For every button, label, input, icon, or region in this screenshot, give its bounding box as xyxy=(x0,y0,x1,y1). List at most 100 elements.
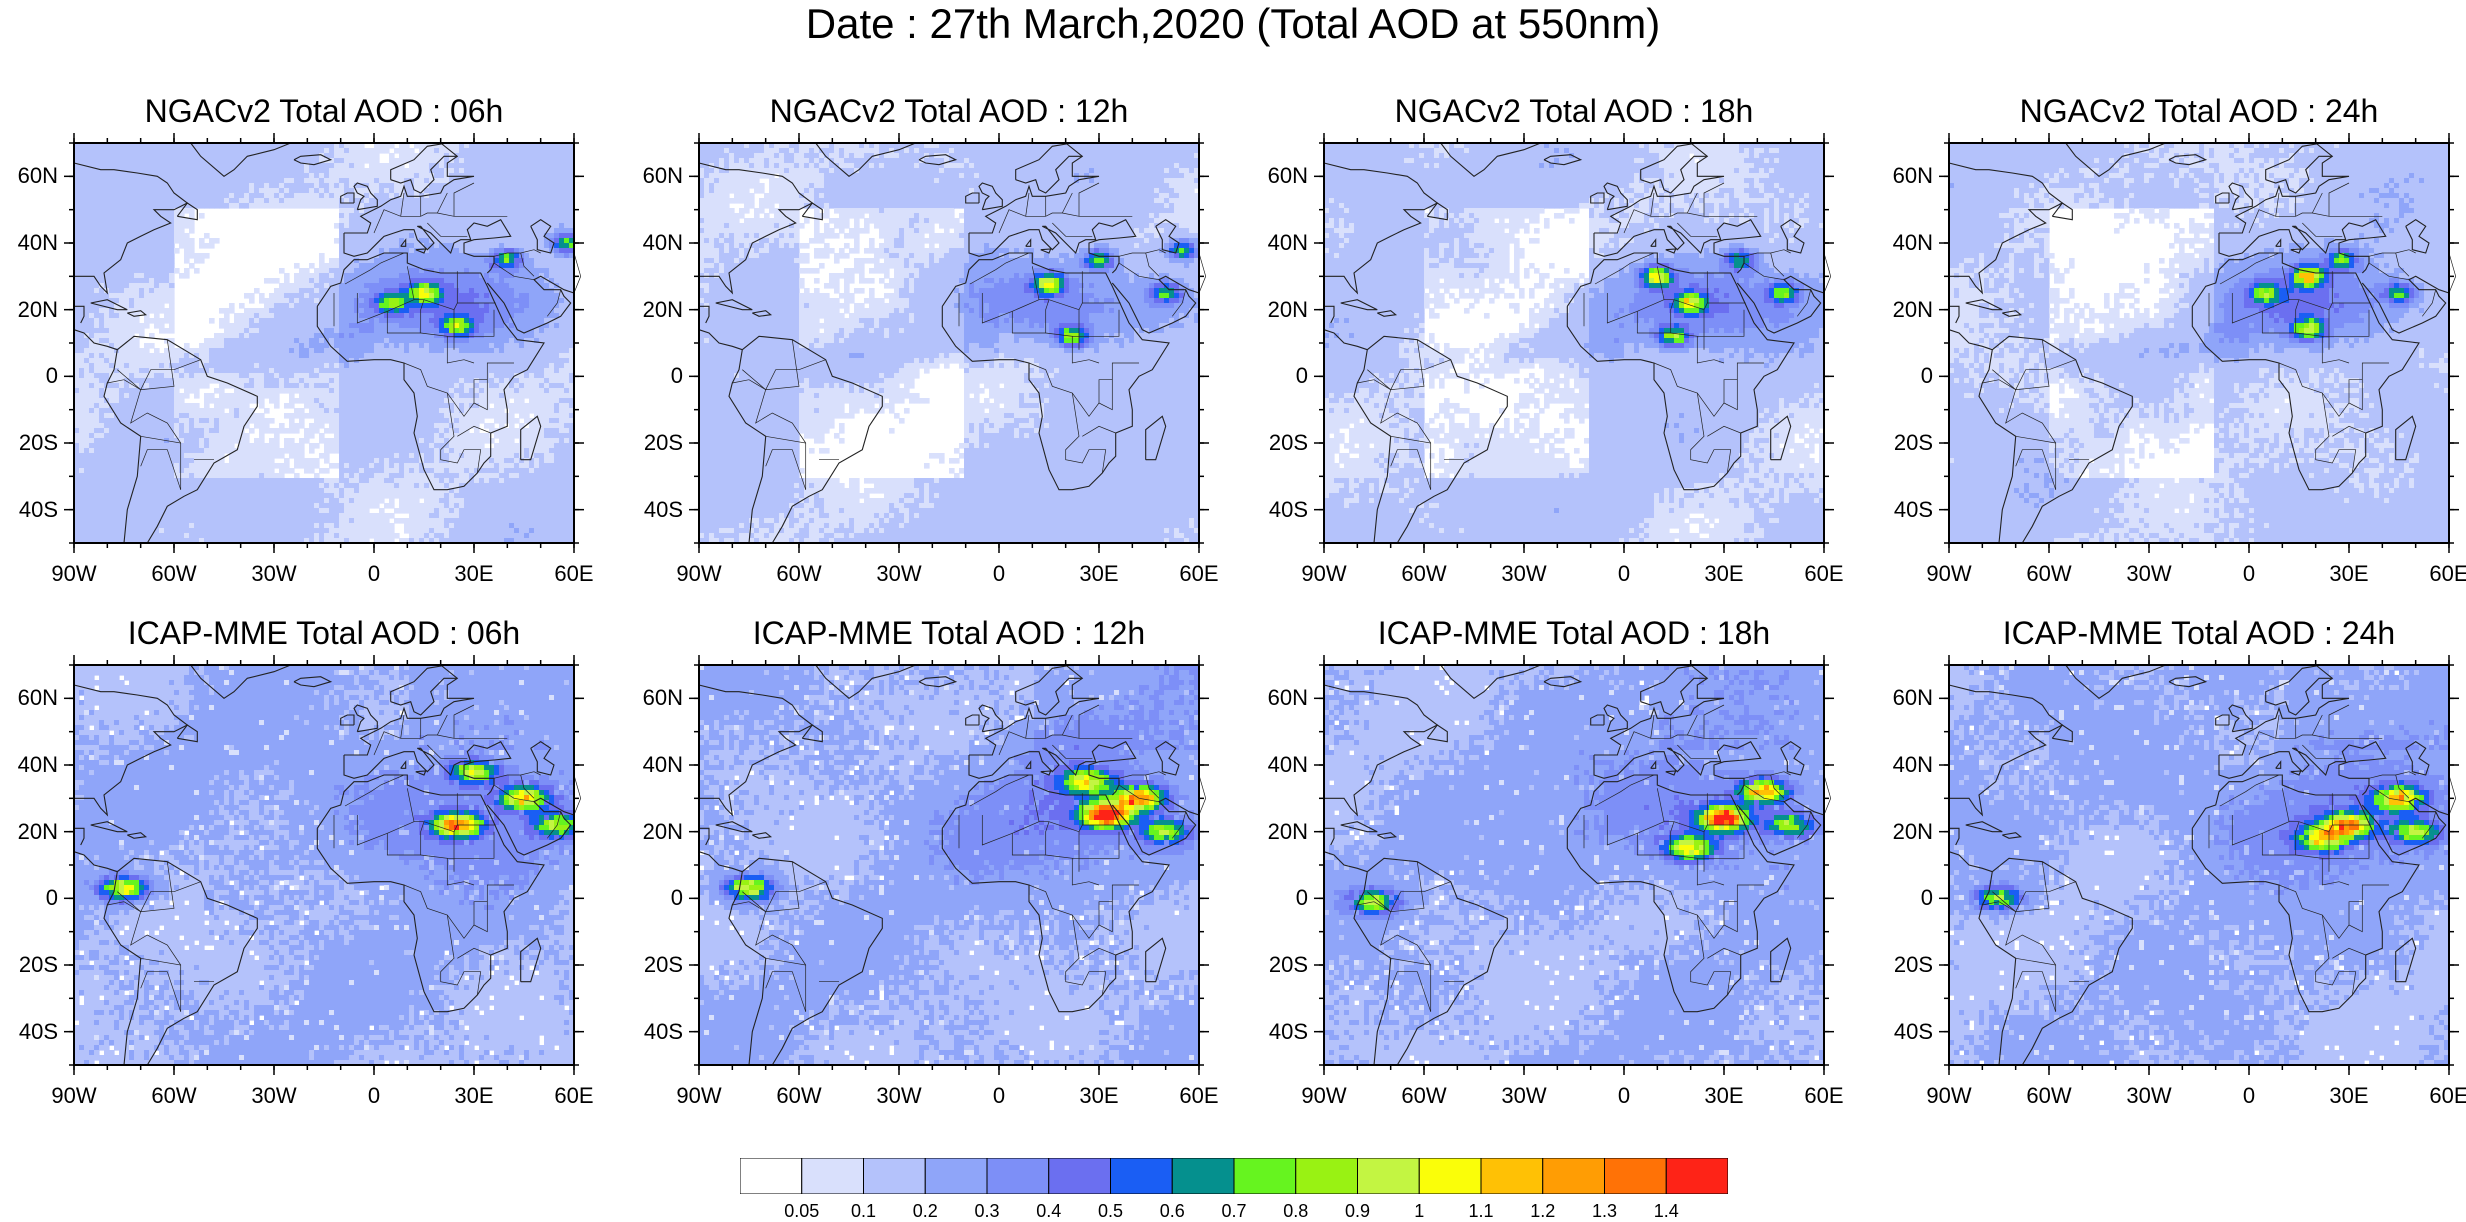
lon-tick-label: 0 xyxy=(1584,1083,1664,1109)
lon-tick-label: 30W xyxy=(859,1083,939,1109)
colorbar-swatch xyxy=(1543,1158,1605,1194)
lat-tick-label: 40S xyxy=(1871,497,1933,523)
colorbar-tick-label: 1 xyxy=(1399,1200,1439,1222)
panel-title: NGACv2 Total AOD : 12h xyxy=(699,91,1199,131)
lat-tick-label: 40N xyxy=(1871,752,1933,778)
lon-tick-label: 60E xyxy=(534,561,614,587)
lon-tick-label: 60W xyxy=(134,1083,214,1109)
colorbar-swatch xyxy=(740,1158,802,1194)
lat-tick-label: 40S xyxy=(1246,1019,1308,1045)
aod-map-ngacv2-06h xyxy=(74,143,574,543)
lon-tick-label: 0 xyxy=(2209,561,2289,587)
lon-tick-label: 30E xyxy=(1684,1083,1764,1109)
colorbar-tick-label: 1.2 xyxy=(1523,1200,1563,1222)
aod-field xyxy=(74,665,575,1066)
aod-map-icap-mme-24h xyxy=(1949,665,2449,1065)
lon-tick-label: 60E xyxy=(1784,1083,1864,1109)
lat-tick-label: 20S xyxy=(1246,952,1308,978)
lon-tick-label: 0 xyxy=(2209,1083,2289,1109)
lat-tick-label: 60N xyxy=(1871,163,1933,189)
lat-tick-label: 40N xyxy=(0,230,58,256)
lat-tick-label: 40N xyxy=(1246,230,1308,256)
lon-tick-label: 90W xyxy=(1909,561,1989,587)
lat-tick-label: 20N xyxy=(621,819,683,845)
lon-tick-label: 60E xyxy=(2409,1083,2466,1109)
lon-tick-label: 60E xyxy=(1159,561,1239,587)
lat-tick-label: 0 xyxy=(1871,363,1933,389)
colorbar-swatch xyxy=(1481,1158,1543,1194)
colorbar-tick-label: 0.5 xyxy=(1091,1200,1131,1222)
aod-map-icap-mme-18h xyxy=(1324,665,1824,1065)
colorbar-swatch xyxy=(1234,1158,1296,1194)
lat-tick-label: 20S xyxy=(1871,430,1933,456)
lon-tick-label: 60W xyxy=(759,561,839,587)
aod-field xyxy=(1949,143,2450,544)
lon-tick-label: 60W xyxy=(134,561,214,587)
colorbar-swatch xyxy=(1666,1158,1728,1194)
lon-tick-label: 30E xyxy=(434,1083,514,1109)
lat-tick-label: 20N xyxy=(621,297,683,323)
lon-tick-label: 30E xyxy=(1059,561,1139,587)
lon-tick-label: 60W xyxy=(759,1083,839,1109)
aod-field xyxy=(699,143,1200,544)
lat-tick-label: 20N xyxy=(1871,819,1933,845)
colorbar-tick-label: 1.4 xyxy=(1646,1200,1686,1222)
lat-tick-label: 20S xyxy=(1871,952,1933,978)
aod-field xyxy=(1324,143,1825,544)
colorbar-swatch xyxy=(987,1158,1049,1194)
panel-title: ICAP-MME Total AOD : 24h xyxy=(1949,613,2449,653)
lon-tick-label: 30E xyxy=(1684,561,1764,587)
colorbar xyxy=(740,1158,1728,1194)
lon-tick-label: 90W xyxy=(659,1083,739,1109)
lon-tick-label: 0 xyxy=(959,561,1039,587)
lat-tick-label: 20S xyxy=(621,430,683,456)
lon-tick-label: 30E xyxy=(1059,1083,1139,1109)
lat-tick-label: 0 xyxy=(1871,885,1933,911)
lat-tick-label: 40N xyxy=(1246,752,1308,778)
lon-tick-label: 60W xyxy=(1384,1083,1464,1109)
colorbar-swatch xyxy=(1049,1158,1111,1194)
lon-tick-label: 30W xyxy=(1484,1083,1564,1109)
colorbar-tick-label: 0.2 xyxy=(905,1200,945,1222)
lon-tick-label: 60E xyxy=(2409,561,2466,587)
lat-tick-label: 40S xyxy=(1246,497,1308,523)
lon-tick-label: 30E xyxy=(434,561,514,587)
lat-tick-label: 20N xyxy=(1246,297,1308,323)
lat-tick-label: 40S xyxy=(0,1019,58,1045)
panel-title: ICAP-MME Total AOD : 18h xyxy=(1324,613,1824,653)
lat-tick-label: 0 xyxy=(0,885,58,911)
lat-tick-label: 60N xyxy=(1871,685,1933,711)
lon-tick-label: 90W xyxy=(1909,1083,1989,1109)
figure-title: Date : 27th March,2020 (Total AOD at 550… xyxy=(0,0,2466,48)
lat-tick-label: 60N xyxy=(621,685,683,711)
aod-map-icap-mme-12h xyxy=(699,665,1199,1065)
lat-tick-label: 20N xyxy=(1246,819,1308,845)
colorbar-tick-label: 0.1 xyxy=(844,1200,884,1222)
lat-tick-label: 60N xyxy=(1246,163,1308,189)
colorbar-swatch xyxy=(1605,1158,1667,1194)
lat-tick-label: 40S xyxy=(621,497,683,523)
aod-map-ngacv2-12h xyxy=(699,143,1199,543)
aod-field xyxy=(1324,665,1825,1066)
lat-tick-label: 20N xyxy=(0,297,58,323)
lon-tick-label: 60W xyxy=(2009,1083,2089,1109)
colorbar-tick-label: 0.8 xyxy=(1276,1200,1316,1222)
lat-tick-label: 20N xyxy=(1871,297,1933,323)
lon-tick-label: 0 xyxy=(334,1083,414,1109)
panel-title: NGACv2 Total AOD : 18h xyxy=(1324,91,1824,131)
lat-tick-label: 20S xyxy=(0,952,58,978)
colorbar-swatch xyxy=(1419,1158,1481,1194)
lon-tick-label: 90W xyxy=(1284,561,1364,587)
lon-tick-label: 30E xyxy=(2309,561,2389,587)
panel-title: NGACv2 Total AOD : 24h xyxy=(1949,91,2449,131)
colorbar-tick-label: 1.3 xyxy=(1585,1200,1625,1222)
lon-tick-label: 30W xyxy=(2109,561,2189,587)
lon-tick-label: 60E xyxy=(1784,561,1864,587)
lon-tick-label: 90W xyxy=(34,561,114,587)
lat-tick-label: 40N xyxy=(621,230,683,256)
lon-tick-label: 30W xyxy=(1484,561,1564,587)
panel-title: ICAP-MME Total AOD : 06h xyxy=(74,613,574,653)
lon-tick-label: 60W xyxy=(2009,561,2089,587)
lat-tick-label: 0 xyxy=(621,885,683,911)
lat-tick-label: 20S xyxy=(1246,430,1308,456)
